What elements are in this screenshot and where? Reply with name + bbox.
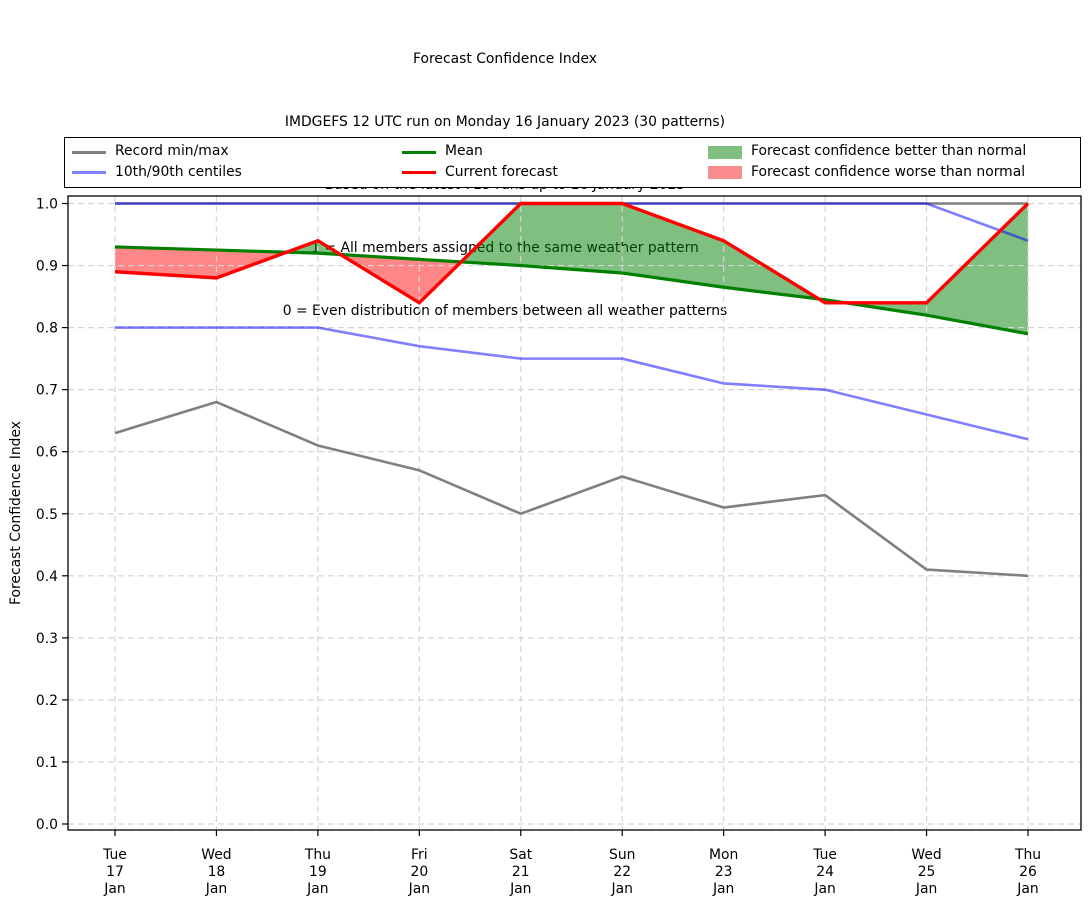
y-tick-label: 0.1 — [36, 755, 58, 771]
legend-item: Forecast confidence worse than normal — [701, 164, 1080, 181]
y-tick-label: 0.2 — [36, 693, 58, 709]
legend-column: Record min/max 10th/90th centiles — [65, 138, 395, 187]
x-tick-label: Thu 19 Jan — [304, 847, 331, 897]
x-tick-label: Thu 26 Jan — [1014, 847, 1041, 897]
axes-ticks-labels: 0.0 0.1 0.2 0.3 0.4 0.5 0.6 0.7 0.8 0.9 1.0 Tue 17 Ja… — [36, 197, 1041, 898]
series-lines — [114, 201, 1030, 578]
legend-line-swatch — [402, 150, 436, 154]
chart-title: Forecast Confidence Index — [413, 51, 597, 67]
legend-line-swatch — [402, 171, 436, 175]
y-axis-label: Forecast Confidence Index — [8, 421, 24, 605]
plot-border — [67, 195, 1082, 831]
10th-centile-line — [115, 326, 1029, 441]
legend-column: Forecast confidence better than normal Fo… — [701, 138, 1080, 187]
legend-item: Record min/max — [65, 143, 395, 160]
x-tick-label: Tue 17 Jan — [102, 847, 127, 897]
legend-item-label: 10th/90th centiles — [115, 164, 242, 181]
current-line — [114, 201, 1030, 305]
legend-item-label: Forecast confidence worse than normal — [751, 164, 1026, 181]
y-tick-label: 0.6 — [36, 445, 58, 461]
x-tick-label: Tue 24 Jan — [812, 847, 837, 897]
x-tick-label: Wed 18 Jan — [201, 847, 231, 897]
x-tick-label: Wed 25 Jan — [911, 847, 941, 897]
y-tick-label: 0.5 — [36, 507, 58, 523]
fill-better-than-normal — [845, 203, 1028, 334]
chart-note-zero: 0 = Even distribution of members between… — [282, 303, 728, 319]
legend: Record min/max 10th/90th centiles Mean Curr… — [64, 137, 1081, 188]
legend-item-label: Record min/max — [115, 143, 229, 160]
legend-item: Mean — [395, 143, 701, 160]
legend-item: Current forecast — [395, 164, 701, 181]
y-tick-label: 0.9 — [36, 259, 58, 275]
legend-column: Mean Current forecast — [395, 138, 701, 187]
legend-patch-swatch — [708, 145, 742, 159]
y-tick-label: 0.8 — [36, 321, 58, 337]
mean-line — [114, 245, 1029, 336]
chart-subtitle-run: IMDGEFS 12 UTC run on Monday 16 January … — [284, 114, 726, 130]
x-tick-label: Sat 21 Jan — [509, 847, 533, 897]
y-tick-label: 0.7 — [36, 383, 58, 399]
y-tick-label: 0.3 — [36, 631, 58, 647]
legend-item-label: Forecast confidence better than normal — [751, 143, 1027, 160]
legend-item: 10th/90th centiles — [65, 164, 395, 181]
x-tick-label: Mon 23 Jan — [709, 847, 738, 897]
legend-item-label: Mean — [445, 143, 483, 160]
chart-plot-area: 0.0 0.1 0.2 0.3 0.4 0.5 0.6 0.7 0.8 0.9 1.0 Tue 17 Ja… — [36, 195, 1082, 898]
x-tick-label: Sun 22 Jan — [609, 847, 635, 897]
y-tick-label: 0.4 — [36, 569, 58, 585]
legend-line-swatch — [72, 150, 106, 154]
y-tick-label: 0.0 — [36, 817, 58, 833]
legend-item-label: Current forecast — [445, 164, 558, 181]
legend-patch-swatch — [708, 166, 742, 180]
gridlines — [68, 196, 1081, 830]
legend-item: Forecast confidence better than normal — [701, 143, 1080, 160]
record-min-line — [114, 400, 1029, 578]
fill-better-than-normal — [461, 203, 819, 299]
y-tick-label: 1.0 — [36, 197, 58, 213]
x-tick-label: Fri 20 Jan — [408, 847, 430, 897]
fill-worse-than-normal — [115, 246, 287, 278]
legend-line-swatch — [72, 171, 106, 175]
